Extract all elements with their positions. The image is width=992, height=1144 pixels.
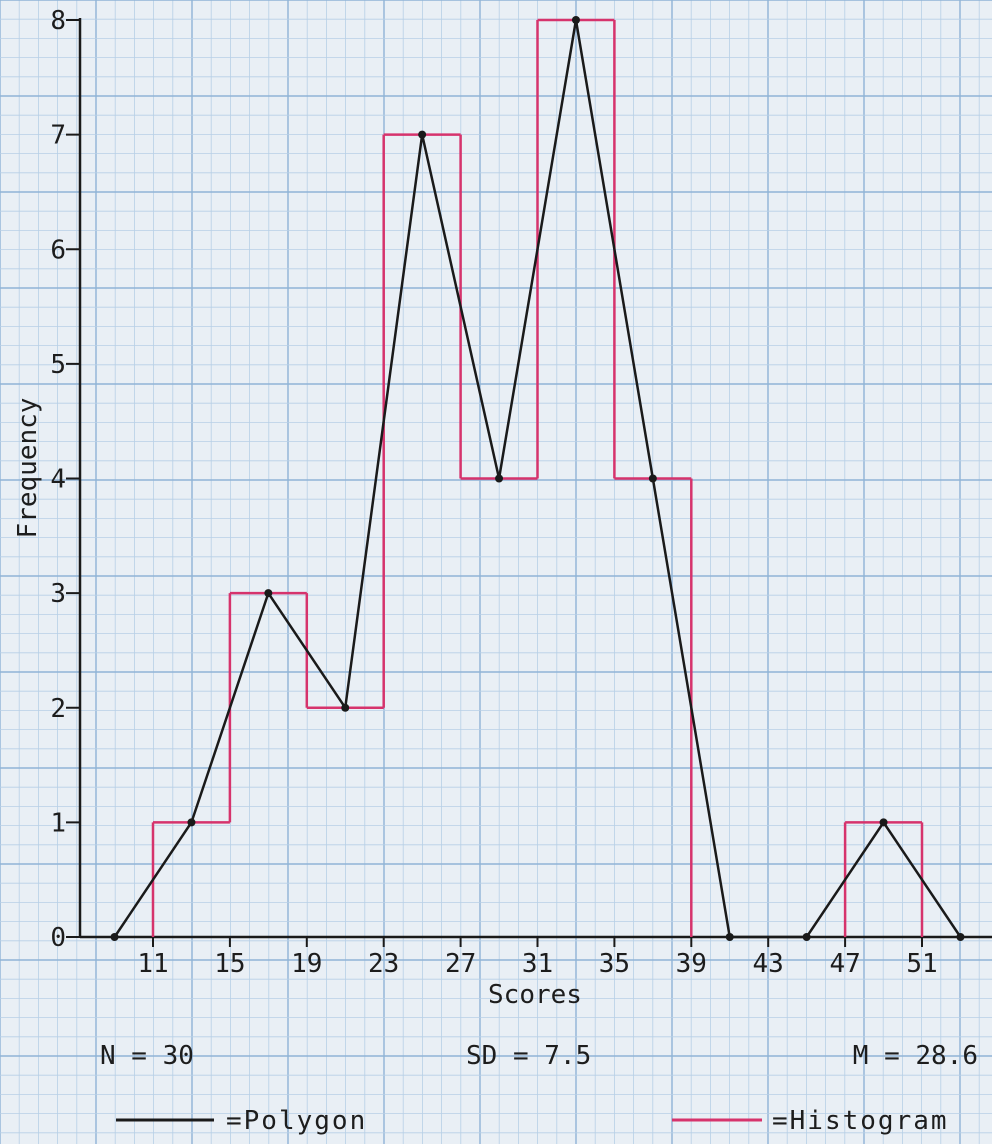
legend-polygon-label: =Polygon: [226, 1106, 367, 1136]
x-tick-label: 51: [906, 949, 937, 979]
legend: =Polygon =Histogram: [116, 1106, 949, 1136]
frequency-polygon: [110, 16, 965, 941]
polygon-point: [341, 703, 350, 712]
x-axis-label: Scores: [488, 980, 582, 1010]
x-tick-label: 15: [214, 949, 245, 979]
polygon-point: [802, 933, 811, 941]
polygon-point: [110, 933, 119, 941]
y-tick-label: 2: [50, 694, 66, 724]
legend-histogram-label: =Histogram: [772, 1106, 949, 1136]
polygon-point: [956, 933, 965, 941]
y-tick-label: 0: [50, 923, 66, 953]
y-tick-label: 3: [50, 579, 66, 609]
y-tick-label: 5: [50, 350, 66, 380]
x-tick-label: 35: [599, 949, 630, 979]
y-tick-label: 7: [50, 121, 66, 151]
x-tick-label: 23: [368, 949, 399, 979]
x-tick-label: 39: [676, 949, 707, 979]
y-tick-label: 8: [50, 6, 66, 36]
polygon-point: [879, 818, 888, 827]
x-tick-label: 11: [137, 949, 168, 979]
polygon-point: [418, 130, 427, 139]
y-axis-label: Frequency: [13, 398, 43, 539]
polygon-point: [264, 589, 273, 598]
x-tick-label: 47: [829, 949, 860, 979]
stat-m: M = 28.6: [853, 1041, 978, 1071]
polygon-point: [187, 818, 196, 827]
stat-n: N = 30: [100, 1041, 194, 1071]
polygon-point: [648, 474, 657, 483]
polygon-line: [113, 19, 962, 939]
stat-sd: SD = 7.5: [466, 1041, 591, 1071]
polygon-point: [571, 16, 580, 24]
x-tick-label: 43: [753, 949, 784, 979]
x-tick-label: 27: [445, 949, 476, 979]
y-tick-label: 6: [50, 235, 66, 265]
x-tick-label: 31: [522, 949, 553, 979]
polygon-point: [495, 474, 504, 483]
x-tick-label: 19: [291, 949, 322, 979]
y-tick-label: 1: [50, 808, 66, 838]
polygon-point: [725, 933, 734, 941]
y-tick-label: 4: [50, 465, 66, 495]
